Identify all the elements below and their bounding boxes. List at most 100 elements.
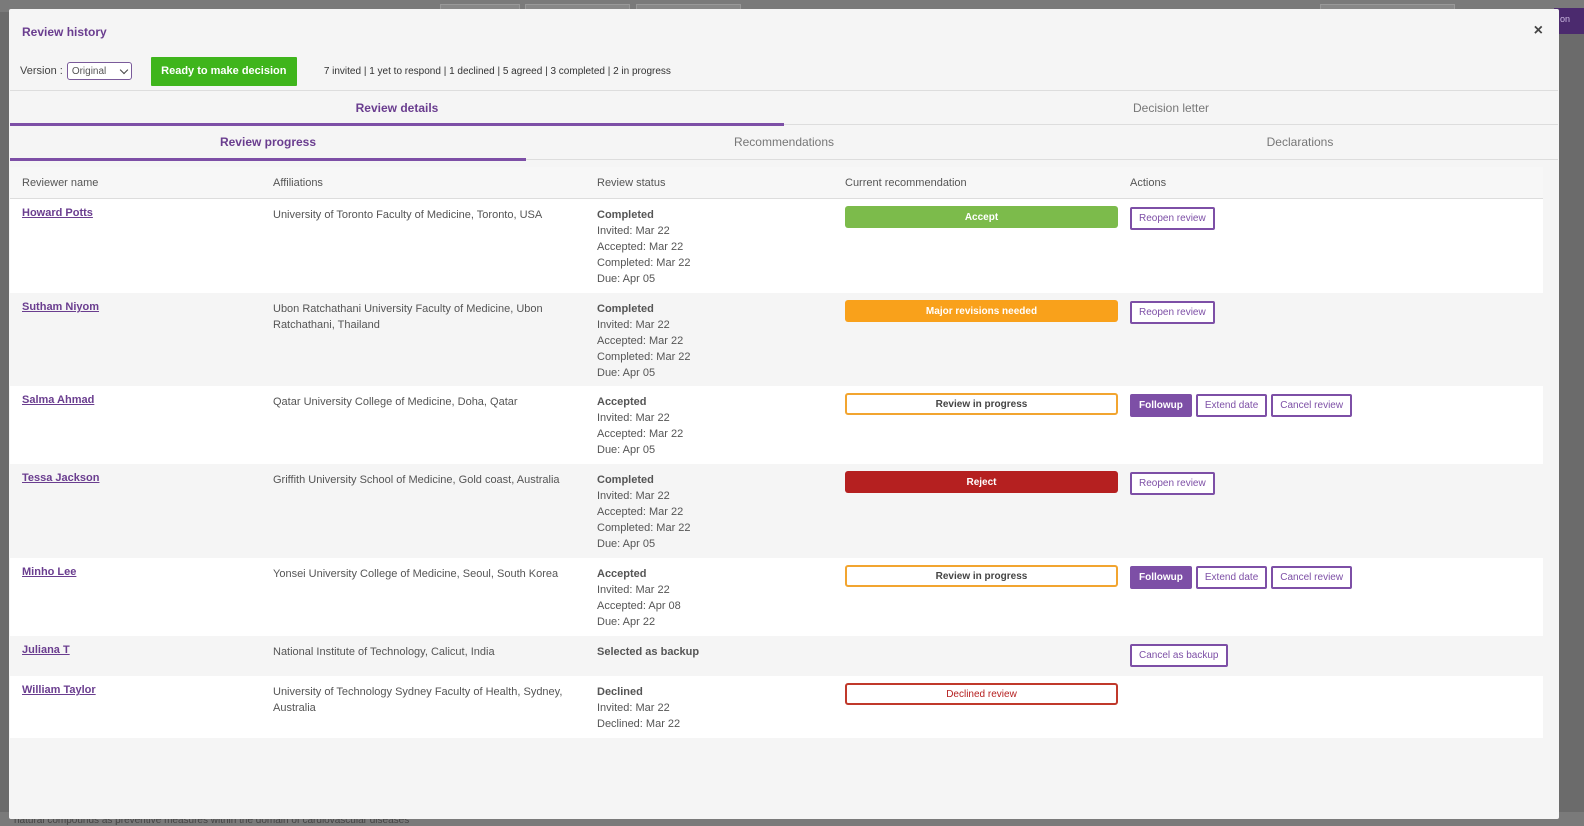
review-status: Completed bbox=[597, 474, 654, 486]
cancel-review-button[interactable]: Cancel review bbox=[1271, 566, 1353, 589]
cancel-as-backup-button[interactable]: Cancel as backup bbox=[1130, 644, 1228, 667]
tab-recommendations[interactable]: Recommendations bbox=[733, 135, 835, 149]
actions-cell: Reopen review bbox=[1130, 464, 1543, 558]
review-status-detail: Invited: Mar 22 bbox=[597, 412, 670, 424]
recommendation-badge: Accept bbox=[845, 206, 1118, 228]
review-status-detail: Due: Apr 05 bbox=[597, 444, 656, 456]
column-header-actions: Actions bbox=[1130, 176, 1167, 189]
affiliation-cell: National Institute of Technology, Calicu… bbox=[273, 646, 495, 658]
reviewer-name-cell: Sutham Niyom bbox=[10, 293, 273, 386]
reviewer-name-link[interactable]: Salma Ahmad bbox=[22, 394, 95, 406]
version-value: Original bbox=[71, 65, 107, 77]
reviewer-name-link[interactable]: Tessa Jackson bbox=[22, 472, 100, 484]
reopen-review-button[interactable]: Reopen review bbox=[1130, 472, 1215, 495]
extend-date-button[interactable]: Extend date bbox=[1195, 394, 1268, 417]
recommendation-badge: Reject bbox=[845, 471, 1118, 493]
reviewer-name-link[interactable]: William Taylor bbox=[22, 684, 96, 696]
review-status: Accepted bbox=[597, 568, 647, 580]
column-header-reviewer-name: Reviewer name bbox=[22, 176, 99, 189]
ready-to-make-decision-button[interactable]: Ready to make decision bbox=[150, 56, 297, 86]
affiliation-cell: Qatar University College of Medicine, Do… bbox=[273, 396, 518, 408]
actions-cell bbox=[1130, 676, 1543, 738]
actions-cell: Followup Extend date Cancel review bbox=[1130, 386, 1543, 464]
review-status: Selected as backup bbox=[597, 646, 700, 658]
table-row: Juliana T National Institute of Technolog… bbox=[10, 636, 1543, 676]
review-status: Accepted bbox=[597, 396, 647, 408]
review-status-cell: Accepted Invited: Mar 22 Accepted: Mar 22 D… bbox=[597, 386, 845, 464]
recommendation-cell: Declined review bbox=[845, 676, 1130, 738]
close-icon[interactable]: × bbox=[1533, 22, 1543, 39]
review-status: Completed bbox=[597, 303, 654, 315]
review-status-detail: Due: Apr 22 bbox=[597, 616, 656, 628]
review-status-detail: Invited: Mar 22 bbox=[597, 702, 670, 714]
actions-cell: Cancel as backup bbox=[1130, 636, 1543, 676]
tab-review-details[interactable]: Review details bbox=[10, 91, 784, 126]
review-status-cell: Completed Invited: Mar 22 Accepted: Mar 22… bbox=[597, 199, 845, 293]
cancel-review-button[interactable]: Cancel review bbox=[1271, 394, 1353, 417]
reviewer-name-link[interactable]: Minho Lee bbox=[22, 566, 77, 578]
reviewers-table: Reviewer name Affiliations Review status… bbox=[10, 167, 1543, 738]
reviewer-name-link[interactable]: Sutham Niyom bbox=[22, 301, 100, 313]
review-status-detail: Accepted: Apr 08 bbox=[597, 600, 681, 612]
reopen-review-button[interactable]: Reopen review bbox=[1130, 207, 1215, 230]
review-status-detail: Invited: Mar 22 bbox=[597, 319, 670, 331]
reviewer-name-link[interactable]: Juliana T bbox=[22, 644, 70, 656]
review-status-cell: Completed Invited: Mar 22 Accepted: Mar 22… bbox=[597, 293, 845, 386]
table-row: Howard Potts University of Toronto Facult… bbox=[10, 199, 1543, 293]
review-status-detail: Accepted: Mar 22 bbox=[597, 506, 684, 518]
followup-button[interactable]: Followup bbox=[1130, 394, 1192, 417]
table-row: William Taylor University of Technology S… bbox=[10, 676, 1543, 738]
sub-tabs: Review progress Recommendations Declarat… bbox=[10, 126, 1558, 161]
recommendation-cell: Major revisions needed bbox=[845, 293, 1130, 386]
review-status-detail: Invited: Mar 22 bbox=[597, 584, 670, 596]
recommendation-cell: Review in progress bbox=[845, 558, 1130, 636]
version-select[interactable]: Original bbox=[66, 62, 132, 80]
reviewer-name-cell: Salma Ahmad bbox=[10, 386, 273, 464]
tab-declarations[interactable]: Declarations bbox=[1266, 135, 1334, 149]
review-status-cell: Declined Invited: Mar 22 Declined: Mar 22 bbox=[597, 676, 845, 738]
review-status-detail: Accepted: Mar 22 bbox=[597, 241, 684, 253]
tab-decision-letter[interactable]: Decision letter bbox=[1132, 101, 1210, 115]
review-history-modal: Review history × Version : Original Read… bbox=[9, 9, 1559, 819]
review-status-cell: Completed Invited: Mar 22 Accepted: Mar 22… bbox=[597, 464, 845, 558]
recommendation-cell bbox=[845, 636, 1130, 676]
review-status-detail: Accepted: Mar 22 bbox=[597, 428, 684, 440]
reviewer-name-cell: Tessa Jackson bbox=[10, 464, 273, 558]
table-header: Reviewer name Affiliations Review status… bbox=[10, 167, 1543, 199]
review-status-detail: Invited: Mar 22 bbox=[597, 225, 670, 237]
review-status: Declined bbox=[597, 686, 643, 698]
reopen-review-button[interactable]: Reopen review bbox=[1130, 301, 1215, 324]
table-row: Minho Lee Yonsei University College of Me… bbox=[10, 558, 1543, 636]
reviewer-name-link[interactable]: Howard Potts bbox=[22, 207, 93, 219]
table-row: Tessa Jackson Griffith University School … bbox=[10, 464, 1543, 558]
tab-review-progress[interactable]: Review progress bbox=[10, 126, 526, 161]
version-label: Version : bbox=[20, 65, 63, 77]
review-status-detail: Declined: Mar 22 bbox=[597, 718, 681, 730]
affiliation-cell: Griffith University School of Medicine, … bbox=[273, 474, 560, 486]
recommendation-badge: Declined review bbox=[845, 683, 1118, 705]
actions-cell: Followup Extend date Cancel review bbox=[1130, 558, 1543, 636]
affiliation-cell: Yonsei University College of Medicine, S… bbox=[273, 568, 559, 580]
reviewer-name-cell: Juliana T bbox=[10, 636, 273, 676]
recommendation-cell: Reject bbox=[845, 464, 1130, 558]
table-row: Salma Ahmad Qatar University College of M… bbox=[10, 386, 1543, 464]
chevron-down-icon bbox=[119, 65, 129, 74]
recommendation-badge: Review in progress bbox=[845, 393, 1118, 415]
review-status-detail: Accepted: Mar 22 bbox=[597, 335, 684, 347]
review-status-detail: Due: Apr 05 bbox=[597, 538, 656, 550]
recommendation-badge: Major revisions needed bbox=[845, 300, 1118, 322]
review-status-detail: Due: Apr 05 bbox=[597, 367, 656, 379]
table-row: Sutham Niyom Ubon Ratchathani University … bbox=[10, 293, 1543, 386]
followup-button[interactable]: Followup bbox=[1130, 566, 1192, 589]
review-status-detail: Invited: Mar 22 bbox=[597, 490, 670, 502]
review-summary: 7 invited | 1 yet to respond | 1 decline… bbox=[323, 65, 671, 77]
reviewer-name-cell: William Taylor bbox=[10, 676, 273, 738]
review-status-cell: Selected as backup bbox=[597, 636, 845, 676]
review-status-detail: Completed: Mar 22 bbox=[597, 257, 691, 269]
extend-date-button[interactable]: Extend date bbox=[1195, 566, 1268, 589]
affiliation-cell: University of Technology Sydney Faculty … bbox=[273, 686, 563, 714]
review-status-detail: Due: Apr 05 bbox=[597, 273, 656, 285]
actions-cell: Reopen review bbox=[1130, 293, 1543, 386]
recommendation-cell: Review in progress bbox=[845, 386, 1130, 464]
affiliation-cell: Ubon Ratchathani University Faculty of M… bbox=[273, 303, 543, 331]
